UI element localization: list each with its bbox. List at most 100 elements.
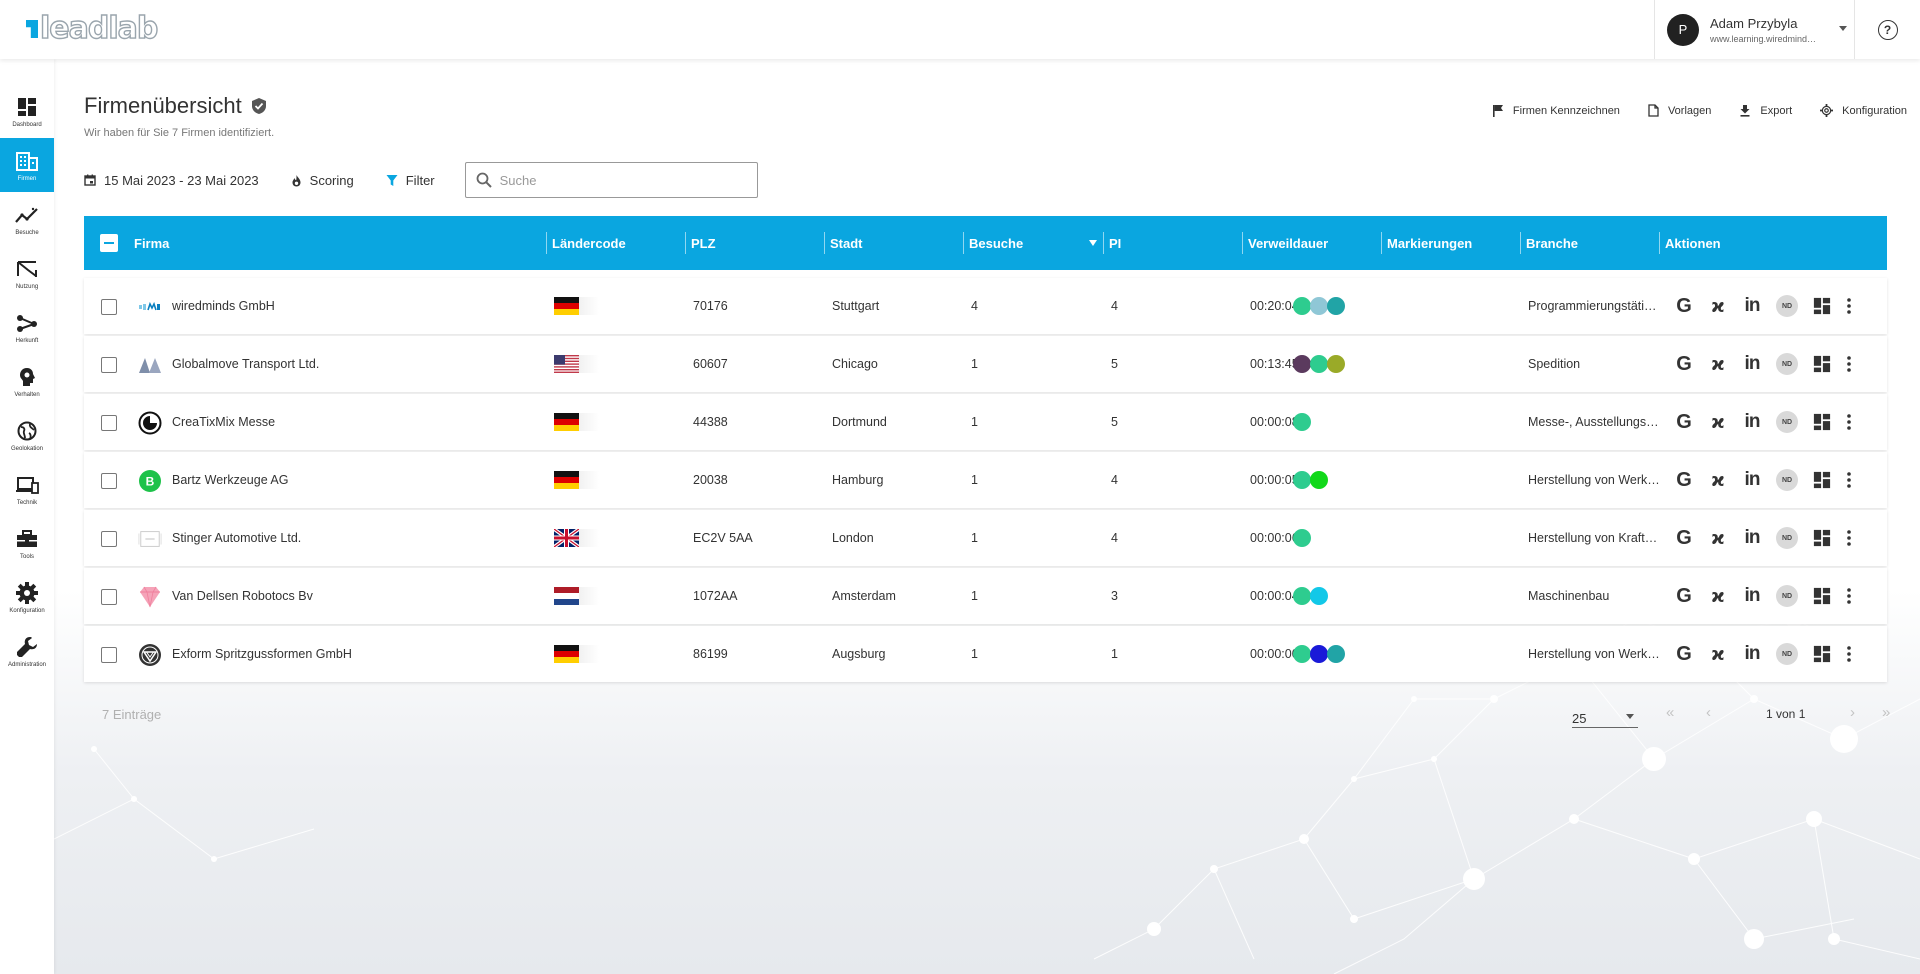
search-box[interactable] (464, 162, 758, 198)
nd-icon[interactable]: ND (1776, 353, 1798, 375)
more-options-icon[interactable] (1847, 626, 1851, 682)
linkedin-icon[interactable]: in (1744, 643, 1761, 664)
nd-icon[interactable]: ND (1776, 411, 1798, 433)
xing-icon[interactable]: ϰ (1711, 353, 1725, 375)
configuration-button[interactable]: Konfiguration (1820, 104, 1907, 117)
sidebar-item-tools[interactable]: Tools (0, 516, 54, 570)
flag-companies-button[interactable]: Firmen Kennzeichnen (1492, 104, 1620, 117)
more-options-icon[interactable] (1847, 568, 1851, 624)
marker-dot[interactable] (1293, 297, 1311, 315)
company-name[interactable]: Van Dellsen Robotocs Bv (172, 589, 313, 603)
search-input[interactable] (499, 172, 740, 188)
google-icon[interactable]: G (1676, 584, 1692, 607)
row-checkbox[interactable] (101, 357, 117, 373)
previous-page-icon[interactable]: ‹ (1706, 704, 1711, 721)
dashboard-icon[interactable] (1812, 354, 1832, 374)
company-name[interactable]: CreaTixMix Messe (172, 415, 276, 429)
table-row[interactable]: CreaTixMix Messe 44388 Dortmund 1 5 00:0… (84, 394, 1887, 450)
dashboard-icon[interactable] (1812, 412, 1832, 432)
linkedin-icon[interactable]: in (1744, 585, 1761, 606)
templates-button[interactable]: Vorlagen (1648, 104, 1711, 117)
xing-icon[interactable]: ϰ (1711, 527, 1725, 549)
page-size-select[interactable]: 25 (1572, 704, 1638, 728)
filter-button[interactable]: Filter (386, 173, 435, 188)
column-header-markierungen[interactable]: Markierungen (1381, 232, 1472, 254)
sidebar-item-nutzung[interactable]: Nutzung (0, 246, 54, 300)
sidebar-item-verhalten[interactable]: Verhalten (0, 354, 54, 408)
date-range-picker[interactable]: 15 Mai 2023 - 23 Mai 2023 (84, 173, 259, 188)
linkedin-icon[interactable]: in (1744, 411, 1761, 432)
column-header-besuche[interactable]: Besuche (963, 232, 1023, 254)
google-icon[interactable]: G (1676, 352, 1692, 375)
row-checkbox[interactable] (101, 299, 117, 315)
nd-icon[interactable]: ND (1776, 527, 1798, 549)
linkedin-icon[interactable]: in (1744, 527, 1761, 548)
marker-dot[interactable] (1293, 413, 1311, 431)
sidebar-item-firmen[interactable]: Firmen (0, 138, 54, 192)
marker-dot[interactable] (1310, 355, 1328, 373)
column-header-branche[interactable]: Branche (1520, 232, 1578, 254)
linkedin-icon[interactable]: in (1744, 295, 1761, 316)
company-name[interactable]: Stinger Automotive Ltd. (172, 531, 302, 545)
linkedin-icon[interactable]: in (1744, 353, 1761, 374)
marker-dot[interactable] (1293, 355, 1311, 373)
dashboard-icon[interactable] (1812, 470, 1832, 490)
table-row[interactable]: Globalmove Transport Ltd. 60607 Chicago … (84, 336, 1887, 392)
column-header-verweildauer[interactable]: Verweildauer (1242, 232, 1328, 254)
more-options-icon[interactable] (1847, 336, 1851, 392)
dashboard-icon[interactable] (1812, 644, 1832, 664)
column-header-laendercode[interactable]: Ländercode (546, 232, 626, 254)
marker-dot[interactable] (1293, 587, 1311, 605)
marker-dot[interactable] (1293, 471, 1311, 489)
marker-dot[interactable] (1310, 471, 1328, 489)
user-menu[interactable]: P Adam Przybyla www.learning.wiredminds.… (1654, 0, 1854, 59)
last-page-icon[interactable]: » (1882, 704, 1891, 721)
column-header-stadt[interactable]: Stadt (824, 232, 863, 254)
table-row[interactable]: Exform Spritzgussformen GmbH 86199 Augsb… (84, 626, 1887, 682)
linkedin-icon[interactable]: in (1744, 469, 1761, 490)
xing-icon[interactable]: ϰ (1711, 469, 1725, 491)
column-header-plz[interactable]: PLZ (685, 232, 716, 254)
sidebar-item-dashboard[interactable]: Dashboard (0, 84, 54, 138)
sidebar-item-technik[interactable]: Technik (0, 462, 54, 516)
table-row[interactable]: B Bartz Werkzeuge AG 20038 Hamburg 1 4 0… (84, 452, 1887, 508)
company-name[interactable]: Exform Spritzgussformen GmbH (172, 647, 352, 661)
scoring-button[interactable]: Scoring (291, 173, 354, 188)
sidebar-item-konfiguration[interactable]: Konfiguration (0, 570, 54, 624)
first-page-icon[interactable]: « (1666, 704, 1675, 721)
marker-dot[interactable] (1293, 529, 1311, 547)
company-name[interactable]: Globalmove Transport Ltd. (172, 357, 320, 371)
help-button[interactable]: ? (1854, 0, 1920, 59)
more-options-icon[interactable] (1847, 452, 1851, 508)
xing-icon[interactable]: ϰ (1711, 585, 1725, 607)
google-icon[interactable]: G (1676, 410, 1692, 433)
column-header-firma[interactable]: Firma (134, 235, 170, 251)
marker-dot[interactable] (1310, 297, 1328, 315)
table-row[interactable]: Stinger Automotive Ltd. EC2V 5AA London … (84, 510, 1887, 566)
marker-dot[interactable] (1310, 587, 1328, 605)
row-checkbox[interactable] (101, 415, 117, 431)
xing-icon[interactable]: ϰ (1711, 643, 1725, 665)
company-name[interactable]: wiredminds GmbH (172, 299, 275, 313)
google-icon[interactable]: G (1676, 642, 1692, 665)
more-options-icon[interactable] (1847, 510, 1851, 566)
dashboard-icon[interactable] (1812, 586, 1832, 606)
row-checkbox[interactable] (101, 531, 117, 547)
table-row[interactable]: Van Dellsen Robotocs Bv 1072AA Amsterdam… (84, 568, 1887, 624)
nd-icon[interactable]: ND (1776, 295, 1798, 317)
table-row[interactable]: wiredminds GmbH 70176 Stuttgart 4 4 00:2… (84, 278, 1887, 334)
google-icon[interactable]: G (1676, 294, 1692, 317)
dashboard-icon[interactable] (1812, 296, 1832, 316)
marker-dot[interactable] (1327, 645, 1345, 663)
nd-icon[interactable]: ND (1776, 585, 1798, 607)
marker-dot[interactable] (1327, 297, 1345, 315)
marker-dot[interactable] (1327, 355, 1345, 373)
more-options-icon[interactable] (1847, 394, 1851, 450)
row-checkbox[interactable] (101, 473, 117, 489)
marker-dot[interactable] (1310, 645, 1328, 663)
google-icon[interactable]: G (1676, 468, 1692, 491)
leadlab-logo[interactable]: leadlab (26, 13, 159, 44)
select-all-checkbox[interactable] (100, 234, 118, 252)
xing-icon[interactable]: ϰ (1711, 411, 1725, 433)
row-checkbox[interactable] (101, 647, 117, 663)
